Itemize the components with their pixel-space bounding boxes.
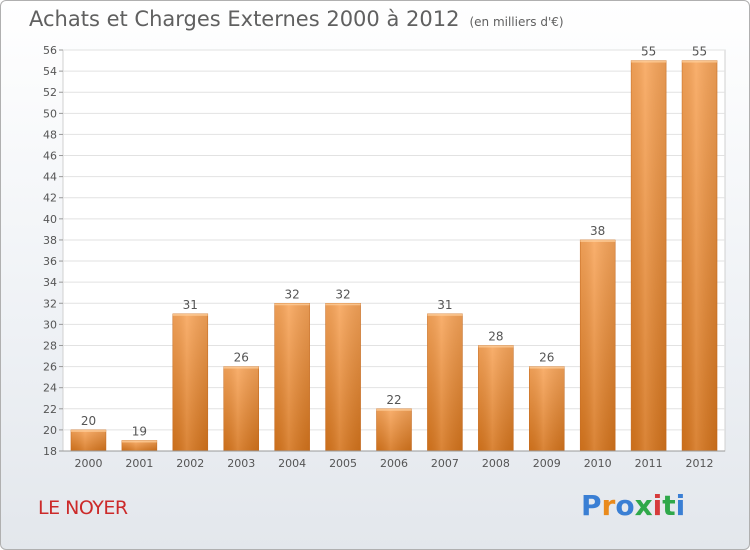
y-tick-label: 44	[43, 171, 57, 184]
chart-title: Achats et Charges Externes 2000 à 2012 (e…	[29, 7, 564, 31]
bar-shade-2003	[223, 366, 259, 451]
bar-top-2008	[478, 345, 514, 348]
data-label: 31	[437, 298, 452, 312]
data-label: 32	[335, 287, 350, 301]
bar-shade-2002	[172, 313, 208, 451]
x-tick-label: 2008	[482, 457, 510, 470]
chart-title-text: Achats et Charges Externes 2000 à 2012	[29, 7, 460, 31]
bar-shade-2005	[325, 303, 361, 451]
y-tick-label: 38	[43, 234, 57, 247]
x-tick-label: 2010	[584, 457, 612, 470]
y-tick-label: 18	[43, 445, 57, 458]
y-axis: 18 20 22 24 26 28 30 32 34 36 38 40 42 44 46 48 50 52 54 56	[43, 44, 63, 458]
bar-top-2002	[172, 313, 208, 316]
x-tick-label: 2012	[686, 457, 714, 470]
bar-shade-2004	[274, 303, 310, 451]
bar-shade-2008	[478, 345, 514, 451]
y-tick-label: 36	[43, 255, 57, 268]
y-tick-label: 28	[43, 339, 57, 352]
bars: 20 19 31 26 32 32 22 31 28 26 38 55 55	[70, 45, 718, 452]
bar-shade-2011	[631, 60, 667, 451]
data-label: 26	[539, 351, 554, 365]
data-label: 28	[488, 329, 503, 343]
bar-top-2012	[682, 60, 718, 63]
bar-top-2011	[631, 60, 667, 63]
x-tick-label: 2000	[74, 457, 102, 470]
y-tick-label: 34	[43, 276, 57, 289]
bar-top-2005	[325, 303, 361, 306]
x-tick-label: 2007	[431, 457, 459, 470]
y-tick-label: 24	[43, 382, 57, 395]
logo-letter: x	[634, 489, 653, 522]
data-label: 31	[183, 298, 198, 312]
y-tick-label: 20	[43, 424, 57, 437]
x-tick-label: 2003	[227, 457, 255, 470]
data-label: 38	[590, 224, 605, 238]
bar-top-2007	[427, 313, 463, 316]
logo-letter: i	[675, 489, 686, 522]
bar-shade-2007	[427, 313, 463, 451]
bar-shade-2012	[682, 60, 718, 451]
y-tick-label: 56	[43, 44, 57, 57]
bar-top-2004	[274, 303, 310, 306]
logo-letter: t	[662, 489, 676, 522]
data-label: 26	[234, 351, 249, 365]
x-tick-label: 2011	[635, 457, 663, 470]
y-tick-label: 42	[43, 192, 57, 205]
logo-letter: i	[652, 489, 663, 522]
bar-shade-2010	[580, 239, 616, 451]
logo-letter: P	[581, 489, 602, 522]
bar-top-2009	[529, 366, 565, 369]
proxiti-logo: Proxiti	[581, 489, 685, 522]
y-tick-label: 54	[43, 65, 57, 78]
data-label: 22	[386, 393, 401, 407]
bar-shade-2001	[121, 440, 157, 451]
y-tick-label: 40	[43, 213, 57, 226]
bar-top-2001	[121, 440, 157, 443]
bar-shade-2006	[376, 408, 412, 451]
place-name: LE NOYER	[38, 497, 128, 519]
x-tick-label: 2009	[533, 457, 561, 470]
y-tick-label: 26	[43, 361, 57, 374]
plot-area	[62, 49, 726, 452]
y-tick-label: 22	[43, 403, 57, 416]
logo-letter: r	[601, 489, 616, 522]
x-tick-label: 2001	[125, 457, 153, 470]
y-tick-label: 48	[43, 128, 57, 141]
y-tick-label: 52	[43, 86, 57, 99]
bar-top-2006	[376, 408, 412, 411]
data-label: 20	[81, 414, 96, 428]
x-tick-label: 2002	[176, 457, 204, 470]
bar-top-2003	[223, 366, 259, 369]
bar-shade-2000	[70, 429, 106, 451]
data-label: 19	[132, 424, 147, 438]
data-label: 32	[285, 287, 300, 301]
y-tick-label: 32	[43, 297, 57, 310]
data-label: 55	[641, 45, 656, 59]
chart-subtitle: (en milliers d'€)	[469, 15, 564, 29]
y-tick-label: 46	[43, 150, 57, 163]
x-axis: 2000 2001 2002 2003 2004 2005 2006 2007 2008 2009…	[63, 450, 725, 470]
x-tick-label: 2005	[329, 457, 357, 470]
x-tick-label: 2004	[278, 457, 306, 470]
data-label: 55	[692, 45, 707, 59]
x-tick-label: 2006	[380, 457, 408, 470]
bar-top-2000	[70, 429, 106, 432]
bar-shade-2009	[529, 366, 565, 451]
bar-top-2010	[580, 239, 616, 242]
y-tick-label: 50	[43, 107, 57, 120]
y-tick-label: 30	[43, 318, 57, 331]
logo-letter: o	[615, 489, 635, 522]
